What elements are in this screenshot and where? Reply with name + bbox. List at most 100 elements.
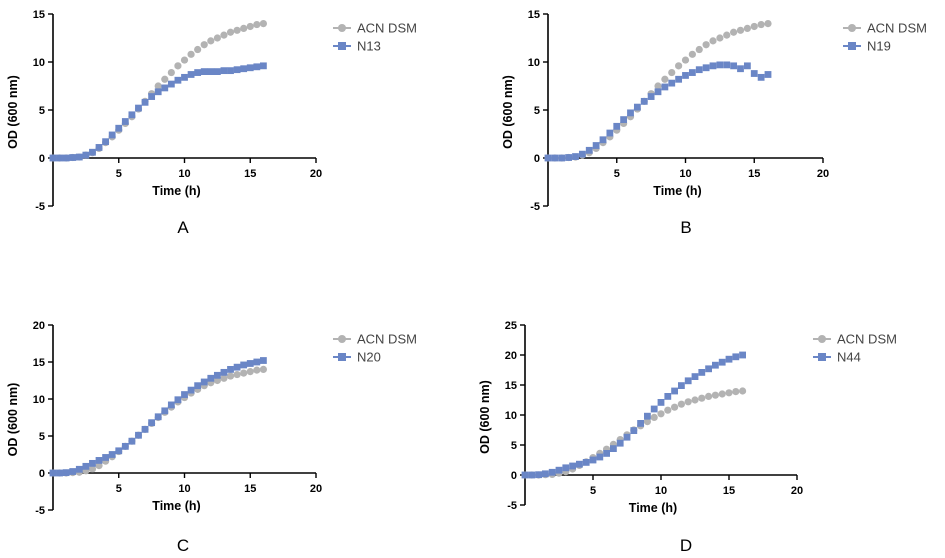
data-point-square bbox=[725, 355, 733, 363]
data-point-circle bbox=[702, 41, 710, 49]
data-point-square bbox=[661, 83, 669, 91]
data-point-square bbox=[141, 425, 149, 433]
data-point-square bbox=[187, 71, 195, 78]
x-tick-label: 10 bbox=[679, 168, 691, 180]
data-point-square bbox=[606, 129, 614, 137]
data-point-square bbox=[135, 104, 142, 112]
data-point-circle bbox=[240, 24, 248, 32]
data-point-square bbox=[174, 396, 182, 404]
y-tick-label: 15 bbox=[33, 9, 45, 21]
data-point-circle bbox=[174, 62, 182, 70]
data-point-square bbox=[616, 439, 624, 447]
data-point-circle bbox=[716, 34, 724, 42]
data-point-square bbox=[764, 71, 772, 78]
data-point-square bbox=[647, 93, 655, 100]
data-point-square bbox=[596, 453, 604, 461]
data-point-circle bbox=[668, 68, 676, 77]
x-tick-label: 5 bbox=[614, 168, 620, 180]
data-point-circle bbox=[200, 41, 208, 49]
data-point-square bbox=[562, 464, 570, 472]
data-point-square bbox=[712, 361, 719, 369]
data-point-square bbox=[589, 456, 597, 464]
data-point-circle bbox=[259, 20, 267, 28]
data-point-square bbox=[743, 62, 751, 70]
data-point-circle bbox=[705, 392, 713, 400]
data-point-square bbox=[49, 469, 57, 477]
data-point-square bbox=[181, 391, 188, 398]
data-point-square bbox=[141, 98, 149, 106]
data-point-circle bbox=[220, 374, 228, 382]
y-tick-label: 5 bbox=[39, 105, 45, 117]
data-point-circle bbox=[725, 389, 733, 397]
data-point-circle bbox=[743, 24, 751, 32]
data-point-square bbox=[569, 462, 576, 470]
x-tick-label: 5 bbox=[116, 483, 122, 495]
data-point-square bbox=[194, 69, 202, 76]
data-point-square bbox=[737, 65, 744, 73]
data-point-circle bbox=[730, 28, 738, 36]
legend-label: ACN DSM bbox=[867, 21, 927, 36]
y-tick-label: 15 bbox=[33, 357, 45, 369]
y-tick-label: 15 bbox=[528, 9, 540, 21]
data-point-square bbox=[732, 353, 740, 361]
x-tick-label: 15 bbox=[244, 483, 256, 495]
data-point-square bbox=[161, 84, 169, 92]
data-point-square bbox=[718, 358, 726, 366]
data-point-circle bbox=[739, 387, 747, 395]
data-point-square bbox=[630, 427, 638, 434]
data-point-square bbox=[62, 469, 70, 477]
data-point-circle bbox=[88, 465, 97, 473]
series-acn-dsm bbox=[49, 365, 267, 477]
data-point-circle bbox=[750, 22, 758, 31]
y-tick-label: 5 bbox=[534, 105, 540, 117]
data-point-square bbox=[227, 366, 234, 373]
series-n44 bbox=[521, 351, 746, 479]
legend-entry: N19 bbox=[843, 39, 891, 54]
data-point-square bbox=[207, 68, 215, 75]
data-point-square bbox=[220, 368, 228, 376]
data-point-square bbox=[644, 412, 651, 420]
data-point-square bbox=[558, 154, 566, 162]
data-point-square bbox=[154, 88, 162, 96]
chart-panel-c: -5 0 5 10 15 20 5 10 15 20 Time (h) OD (600 nm) ACN … bbox=[6, 320, 417, 555]
data-point-square bbox=[548, 468, 556, 476]
data-point-circle bbox=[253, 366, 261, 374]
data-point-square bbox=[200, 378, 208, 386]
data-point-circle bbox=[654, 82, 662, 90]
y-tick-label: 10 bbox=[33, 57, 45, 69]
data-point-circle bbox=[684, 398, 692, 406]
data-point-square bbox=[582, 459, 590, 466]
data-point-square bbox=[62, 154, 70, 162]
data-point-circle bbox=[677, 400, 686, 408]
data-point-square bbox=[102, 454, 109, 461]
data-point-circle bbox=[691, 396, 699, 404]
data-point-square bbox=[246, 360, 254, 367]
data-point-circle bbox=[643, 418, 652, 426]
data-point-square bbox=[220, 67, 228, 75]
data-point-circle bbox=[240, 369, 248, 377]
x-tick-label: 10 bbox=[178, 168, 190, 180]
data-point-square bbox=[187, 386, 195, 394]
legend-marker-circle bbox=[338, 24, 346, 32]
data-point-square bbox=[253, 63, 261, 71]
data-point-square bbox=[698, 369, 706, 376]
data-point-square bbox=[633, 103, 641, 111]
data-point-square bbox=[578, 150, 586, 158]
legend-marker-circle bbox=[818, 335, 826, 343]
data-point-square bbox=[260, 62, 267, 70]
y-tick-label: 10 bbox=[528, 57, 540, 69]
data-point-square bbox=[739, 351, 746, 359]
data-point-square bbox=[640, 97, 648, 105]
y-tick-label: 0 bbox=[39, 153, 45, 165]
data-point-circle bbox=[207, 37, 215, 45]
x-tick-label: 20 bbox=[791, 485, 803, 497]
data-point-square bbox=[723, 61, 731, 69]
legend-entry: ACN DSM bbox=[813, 332, 897, 347]
data-point-square bbox=[709, 62, 717, 70]
data-point-square bbox=[227, 67, 234, 75]
data-point-circle bbox=[657, 410, 665, 418]
data-point-square bbox=[246, 64, 254, 72]
data-point-square bbox=[750, 70, 758, 77]
data-point-square bbox=[627, 109, 634, 117]
data-point-square bbox=[69, 154, 77, 161]
